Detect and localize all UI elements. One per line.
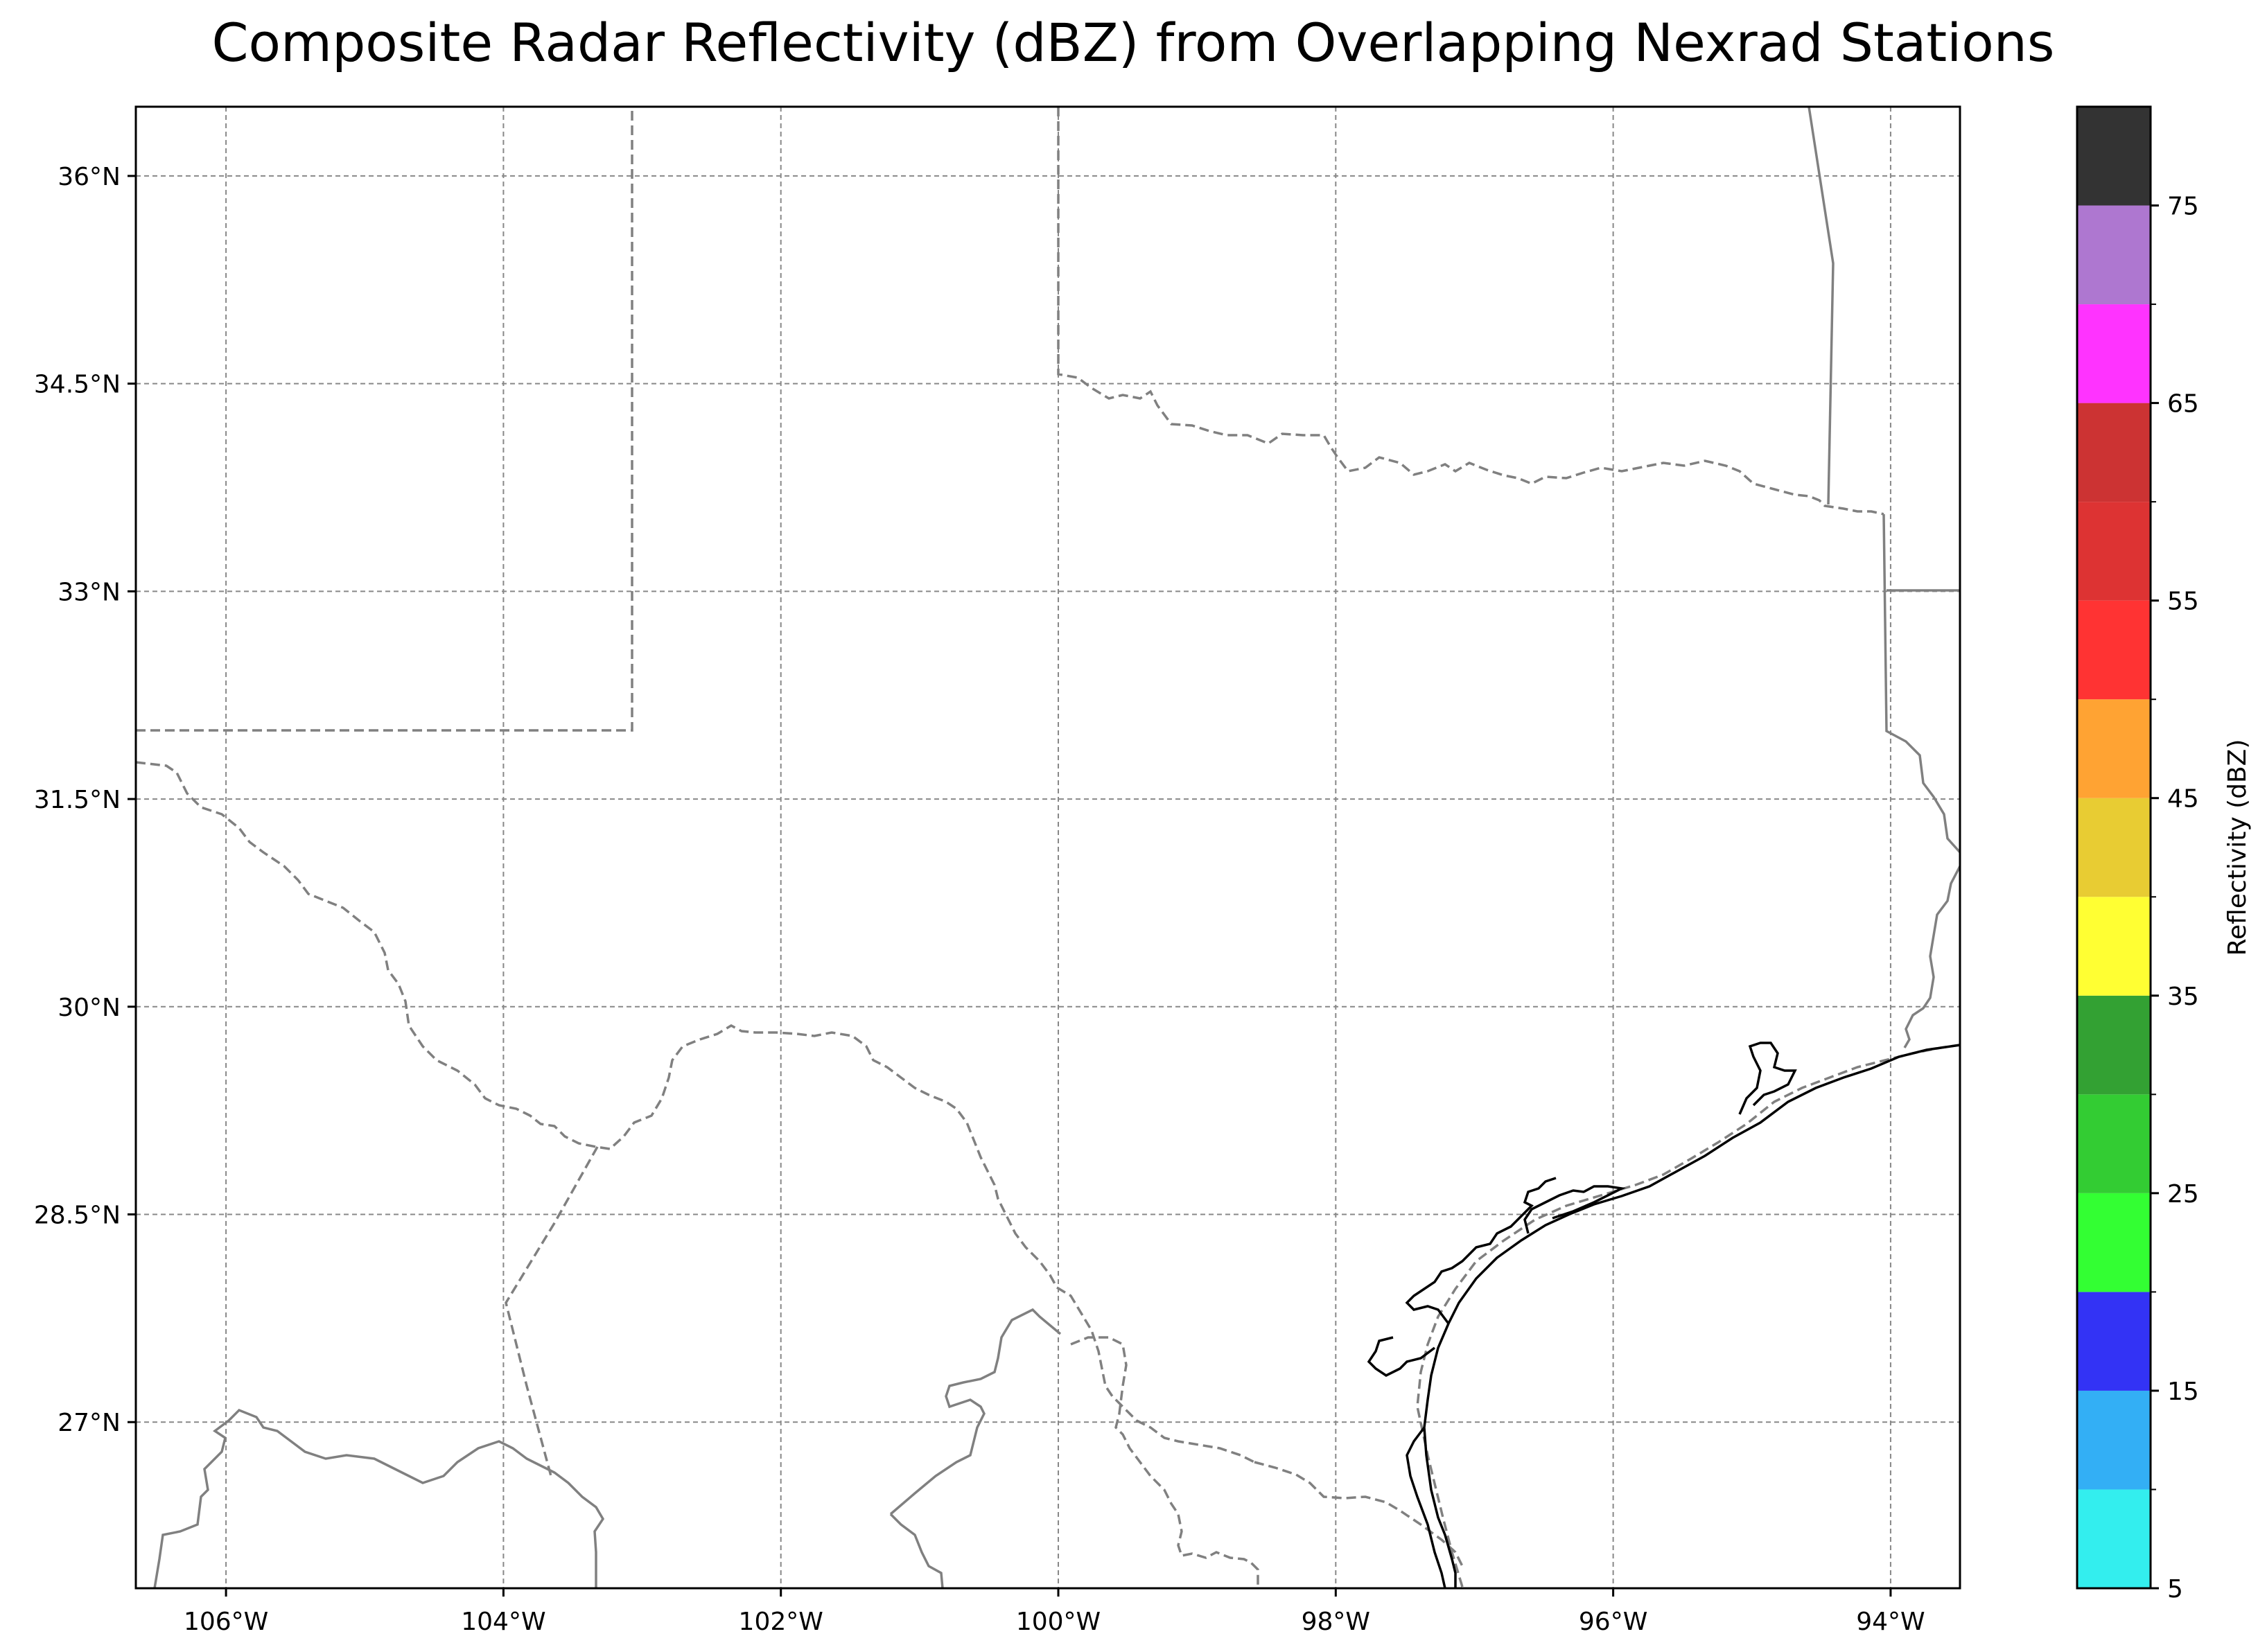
colorbar-bin	[2077, 1390, 2151, 1490]
mexico-border-west	[135, 761, 1255, 1464]
colorbar-tick-label: 65	[2167, 390, 2199, 419]
nuevo-leon-border	[889, 1308, 1062, 1515]
map-background	[136, 107, 1960, 1588]
colorbar-tick-label: 35	[2167, 983, 2199, 1011]
colorbar-tick-label: 15	[2167, 1378, 2199, 1406]
chart-title: Composite Radar Reflectivity (dBZ) from …	[211, 12, 2054, 73]
colorbar-tick-label: 75	[2167, 193, 2199, 221]
laguna-madre-south	[1406, 1426, 1446, 1589]
colorbar-bins	[2077, 107, 2151, 1588]
arkansas-border	[1808, 106, 1835, 505]
colorbar: 5 15 25 35 45 55 65 75 Reflectivity (dBZ)	[2076, 105, 2252, 1603]
lon-tick-label: 106°W	[184, 1608, 268, 1636]
lat-tick-label: 36°N	[58, 163, 121, 191]
chihuahua-coahuila-border	[505, 1146, 599, 1477]
colorbar-tick-label: 45	[2167, 785, 2199, 814]
gulf-coast	[1423, 1044, 1961, 1588]
colorbar-tick-label: 25	[2167, 1180, 2199, 1209]
coastline	[1367, 1042, 1961, 1589]
laguna-madre	[1367, 1336, 1436, 1378]
border-river-south	[1254, 1461, 1464, 1567]
map-area	[134, 105, 1961, 1590]
lat-tick-label: 34.5°N	[34, 371, 121, 399]
colorbar-label: Reflectivity (dBZ)	[2223, 739, 2252, 956]
lon-tick-label: 96°W	[1579, 1608, 1647, 1636]
lat-tick-label: 31.5°N	[34, 786, 121, 814]
galveston-bay	[1738, 1042, 1797, 1115]
colorbar-tick-label: 5	[2167, 1575, 2183, 1603]
colorbar-frame	[2076, 105, 2152, 1590]
colorbar-bin	[2077, 600, 2151, 700]
lat-tick-label: 33°N	[58, 578, 121, 606]
tamaulipas-line	[889, 1513, 944, 1589]
colorbar-bin	[2077, 1193, 2151, 1292]
colorbar-bin	[2077, 699, 2151, 798]
colorbar-bin	[2077, 403, 2151, 502]
colorbar-ticks: 5 15 25 35 45 55 65 75	[2151, 193, 2199, 1603]
colorbar-bin	[2077, 1094, 2151, 1193]
lon-tick-label: 102°W	[739, 1608, 823, 1636]
colorbar-bin	[2077, 798, 2151, 897]
colorbar-bin	[2077, 897, 2151, 996]
colorbar-bin	[2077, 1489, 2151, 1588]
lon-tick-label: 100°W	[1016, 1608, 1101, 1636]
mexico-state-line-west	[153, 1408, 605, 1589]
lon-tick-label: 104°W	[461, 1608, 545, 1636]
colorbar-bin	[2077, 205, 2151, 305]
lat-tick-label: 28.5°N	[34, 1202, 121, 1230]
state-borders	[135, 107, 1961, 1588]
corpus-christi-bay	[1405, 1177, 1557, 1325]
map-frame	[134, 105, 1961, 1590]
colorbar-bin	[2077, 502, 2151, 601]
latitude-tick-labels: 27°N 28.5°N 30°N 31.5°N 33°N 34.5°N 36°N	[34, 163, 136, 1437]
colorbar-bin	[2077, 995, 2151, 1095]
coastline-dashed	[1416, 1044, 1961, 1588]
louisiana-border-lower	[1903, 865, 1961, 1048]
lat-tick-label: 30°N	[58, 994, 121, 1022]
colorbar-bin	[2077, 304, 2151, 403]
mexico-border-east	[1070, 1336, 1259, 1588]
louisiana-border	[1882, 513, 1961, 854]
gridlines	[136, 107, 1960, 1588]
longitude-tick-labels: 106°W 104°W 102°W 100°W 98°W 96°W 94°W	[184, 1588, 1925, 1636]
new-mexico-border	[136, 107, 633, 732]
lon-tick-label: 98°W	[1302, 1608, 1370, 1636]
colorbar-tick-label: 55	[2167, 588, 2199, 616]
lon-tick-label: 94°W	[1856, 1608, 1925, 1636]
colorbar-bin	[2077, 1292, 2151, 1391]
matagorda-bay	[1523, 1185, 1626, 1234]
colorbar-bin	[2077, 107, 2151, 206]
oklahoma-border	[1057, 107, 1884, 516]
lat-tick-label: 27°N	[58, 1409, 121, 1437]
country-borders	[153, 106, 1961, 1589]
